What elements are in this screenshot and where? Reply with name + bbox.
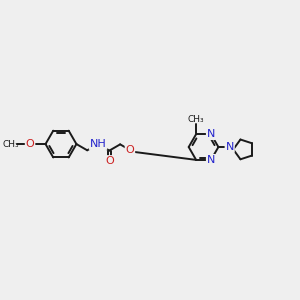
Text: O: O <box>105 156 114 166</box>
Text: O: O <box>26 139 34 149</box>
Text: CH₃: CH₃ <box>3 140 20 148</box>
Text: N: N <box>207 155 215 165</box>
Text: N: N <box>207 129 215 139</box>
Text: O: O <box>126 145 134 155</box>
Text: N: N <box>226 142 234 152</box>
Text: NH: NH <box>90 139 106 149</box>
Text: CH₃: CH₃ <box>188 115 204 124</box>
